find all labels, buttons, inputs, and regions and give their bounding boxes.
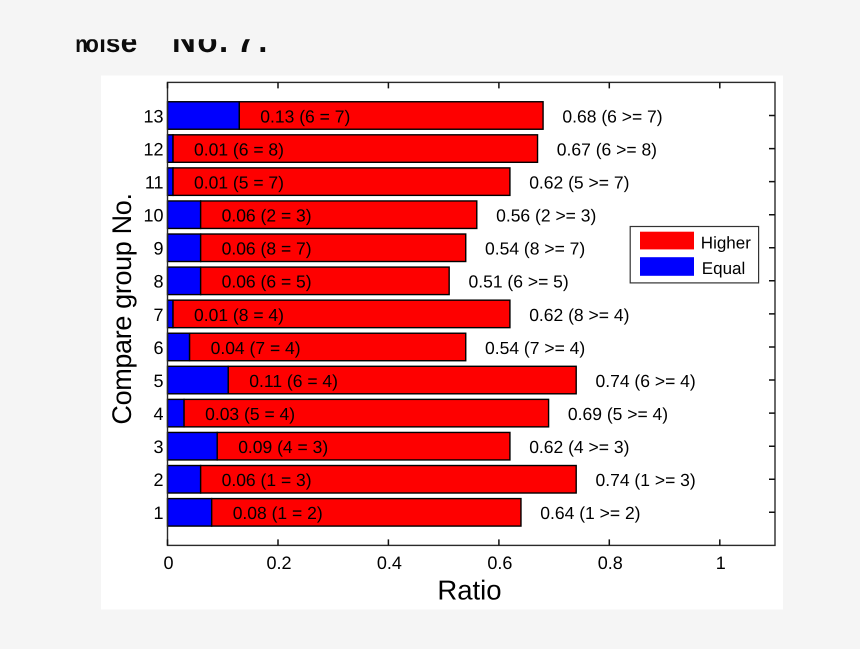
svg-text:Compare group No.: Compare group No. — [107, 193, 137, 424]
svg-text:0.62 (4 >= 3): 0.62 (4 >= 3) — [529, 437, 629, 457]
svg-text:0.09 (4 = 3): 0.09 (4 = 3) — [238, 437, 328, 457]
svg-text:0.6: 0.6 — [487, 553, 512, 573]
svg-text:Equal: Equal — [702, 259, 745, 278]
svg-text:0: 0 — [163, 553, 173, 573]
svg-text:0.62 (5 >= 7): 0.62 (5 >= 7) — [529, 173, 629, 193]
svg-text:1: 1 — [716, 553, 726, 573]
svg-text:0.01 (5 = 7): 0.01 (5 = 7) — [194, 173, 284, 193]
svg-text:7: 7 — [153, 305, 163, 325]
svg-text:Higher: Higher — [701, 234, 751, 253]
svg-text:0.01 (6 = 8): 0.01 (6 = 8) — [194, 140, 284, 160]
svg-text:0.51 (6 >= 5): 0.51 (6 >= 5) — [469, 272, 569, 292]
svg-text:0.74 (1 >= 3): 0.74 (1 >= 3) — [596, 470, 696, 490]
svg-text:i: i — [99, 31, 106, 58]
svg-text:0.06 (8 = 7): 0.06 (8 = 7) — [222, 239, 312, 259]
svg-text:0.06 (2 = 3): 0.06 (2 = 3) — [222, 206, 312, 226]
svg-text:0.4: 0.4 — [377, 553, 402, 573]
svg-text:0.67 (6 >= 8): 0.67 (6 >= 8) — [557, 140, 657, 160]
svg-text:0.54 (8 >= 7): 0.54 (8 >= 7) — [485, 239, 585, 259]
svg-text:0.08 (1 = 2): 0.08 (1 = 2) — [233, 503, 323, 523]
svg-text:0.69 (5 >= 4): 0.69 (5 >= 4) — [568, 404, 668, 424]
svg-text:0.54 (7 >= 4): 0.54 (7 >= 4) — [485, 338, 585, 358]
svg-text:6: 6 — [153, 338, 163, 358]
svg-text:5: 5 — [153, 371, 163, 391]
svg-text:11: 11 — [145, 173, 164, 193]
svg-text:0.74 (6 >= 4): 0.74 (6 >= 4) — [596, 371, 696, 391]
svg-text:0.64 (1 >= 2): 0.64 (1 >= 2) — [540, 503, 640, 523]
svg-text:10: 10 — [143, 206, 163, 226]
svg-text:0.56 (2 >= 3): 0.56 (2 >= 3) — [496, 206, 596, 226]
svg-text:1: 1 — [153, 503, 163, 523]
svg-text:0.06 (1 = 3): 0.06 (1 = 3) — [222, 470, 312, 490]
svg-text:2: 2 — [153, 470, 163, 490]
svg-text:3: 3 — [153, 437, 163, 457]
svg-text:4: 4 — [153, 404, 163, 424]
svg-text:0.8: 0.8 — [598, 553, 623, 573]
svg-text:9: 9 — [153, 239, 163, 259]
svg-text:0.04 (7 = 4): 0.04 (7 = 4) — [211, 338, 301, 358]
svg-text:Ratio: Ratio — [437, 575, 501, 606]
svg-text:0.11 (6 = 4): 0.11 (6 = 4) — [249, 371, 338, 391]
svg-text:8: 8 — [153, 272, 163, 292]
svg-text:0.2: 0.2 — [266, 553, 291, 573]
svg-text:12: 12 — [143, 140, 163, 160]
svg-text:0.62 (8 >= 4): 0.62 (8 >= 4) — [529, 305, 629, 325]
svg-text:0.13 (6 = 7): 0.13 (6 = 7) — [260, 106, 350, 126]
svg-text:0.01 (8 = 4): 0.01 (8 = 4) — [194, 305, 284, 325]
svg-text:0.06 (6 = 5): 0.06 (6 = 5) — [222, 272, 312, 292]
svg-text:13: 13 — [143, 106, 163, 126]
svg-text:0.03 (5 = 4): 0.03 (5 = 4) — [205, 404, 295, 424]
svg-text:0.68 (6 >= 7): 0.68 (6 >= 7) — [562, 106, 662, 126]
